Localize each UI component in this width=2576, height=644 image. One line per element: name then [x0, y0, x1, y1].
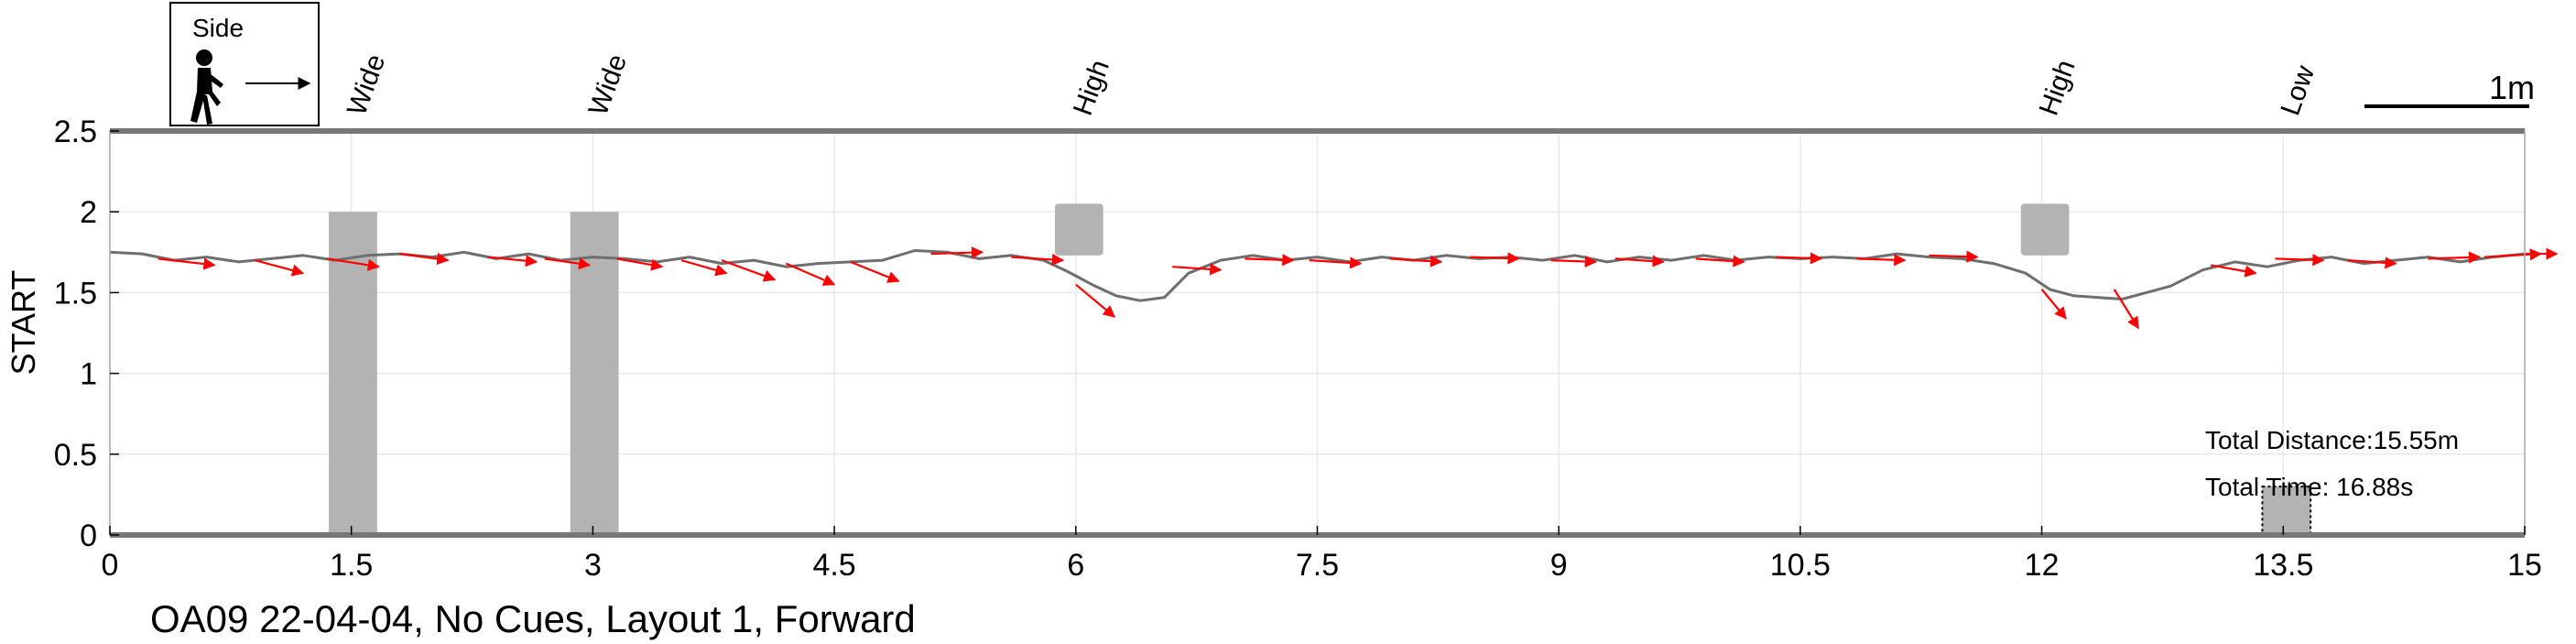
direction-arrow — [2113, 289, 2140, 330]
obstacle-label: Low — [2275, 61, 2321, 119]
chart-title: OA09 22-04-04, No Cues, Layout 1, Forwar… — [150, 597, 916, 640]
x-tick-label: 12 — [2025, 548, 2060, 583]
path-line — [109, 249, 2526, 302]
walking-person-icon — [190, 49, 223, 125]
direction-arrow — [2210, 264, 2257, 278]
legend: Side — [169, 2, 320, 126]
obstacle-labels: Wide Wide High High Low — [342, 50, 2321, 120]
y-tick-label: 0.5 — [54, 438, 97, 473]
x-tick-label: 4.5 — [812, 548, 855, 583]
obstacle-high — [1054, 203, 1103, 256]
direction-arrow — [1776, 252, 1823, 265]
x-tick-label: 1.5 — [330, 548, 373, 583]
direction-arrow — [1695, 255, 1745, 267]
obstacle-label: High — [1068, 56, 1115, 119]
direction-arrow — [1550, 255, 1597, 268]
y-tick-label: 1 — [80, 357, 97, 392]
direction-arrow — [2040, 289, 2067, 320]
direction-arrow — [1614, 255, 1665, 267]
obstacle-low — [2261, 486, 2312, 537]
y-axis-label: START — [5, 270, 42, 376]
x-tick-label: 7.5 — [1296, 548, 1339, 583]
x-tick-label: 13.5 — [2253, 548, 2313, 583]
obstacle-label: High — [2034, 56, 2081, 119]
y-axis-ticks: 0 0.5 1 1.5 2 2.5 — [54, 115, 119, 553]
direction-arrow — [850, 260, 900, 283]
direction-arrow — [1470, 252, 1520, 265]
obstacles — [329, 203, 2312, 537]
direction-arrow — [930, 246, 984, 259]
scale-bar-label: 1m — [2489, 69, 2535, 106]
x-tick-label: 6 — [1067, 548, 1084, 583]
obstacle-high — [2020, 203, 2070, 256]
obstacle-label: Wide — [583, 50, 633, 120]
total-time: Total Time: 16.88s — [2205, 473, 2413, 501]
direction-arrow — [721, 259, 777, 282]
x-tick-label: 10.5 — [1770, 548, 1831, 583]
direction-arrow — [1389, 255, 1443, 267]
direction-arrow — [1309, 257, 1363, 269]
x-tick-label: 3 — [584, 548, 602, 583]
walking-path — [109, 249, 2526, 302]
total-distance: Total Distance:15.55m — [2205, 426, 2459, 454]
x-axis-ticks: 0 1.5 3 4.5 6 7.5 9 10.5 12 13.5 15 — [102, 526, 2542, 583]
y-tick-label: 2 — [80, 195, 97, 230]
obstacle-label: Wide — [342, 50, 391, 120]
direction-arrow — [488, 255, 538, 267]
x-tick-label: 15 — [2507, 548, 2542, 583]
obstacle-wide — [570, 212, 619, 535]
direction-arrow — [1011, 253, 1065, 266]
direction-arrows — [158, 246, 2559, 330]
direction-arrow — [399, 252, 450, 266]
direction-arrow — [2275, 254, 2325, 267]
direction-arrow — [1075, 283, 1116, 318]
direction-arrow — [1929, 250, 1979, 263]
y-tick-label: 0 — [80, 518, 97, 553]
y-tick-label: 1.5 — [54, 276, 97, 311]
grid-lines — [109, 130, 2526, 536]
direction-arrow — [2347, 257, 2397, 269]
direction-arrow — [616, 257, 664, 271]
direction-arrow — [254, 259, 305, 277]
y-tick-label: 2.5 — [54, 115, 97, 149]
direction-arrow — [1245, 254, 1295, 267]
x-tick-label: 9 — [1550, 548, 1568, 583]
x-tick-label: 0 — [102, 548, 119, 583]
legend-label: Side — [192, 14, 244, 42]
direction-arrow — [158, 257, 216, 270]
direction-arrow — [680, 259, 728, 277]
direction-arrow — [1172, 263, 1223, 276]
scale-bar: 1m — [2364, 69, 2535, 108]
direction-arrow — [544, 257, 592, 270]
direction-arrow — [1856, 254, 1907, 267]
direction-arrow — [2428, 251, 2482, 264]
direction-arrow — [785, 262, 836, 286]
direction-arrow — [327, 257, 380, 271]
